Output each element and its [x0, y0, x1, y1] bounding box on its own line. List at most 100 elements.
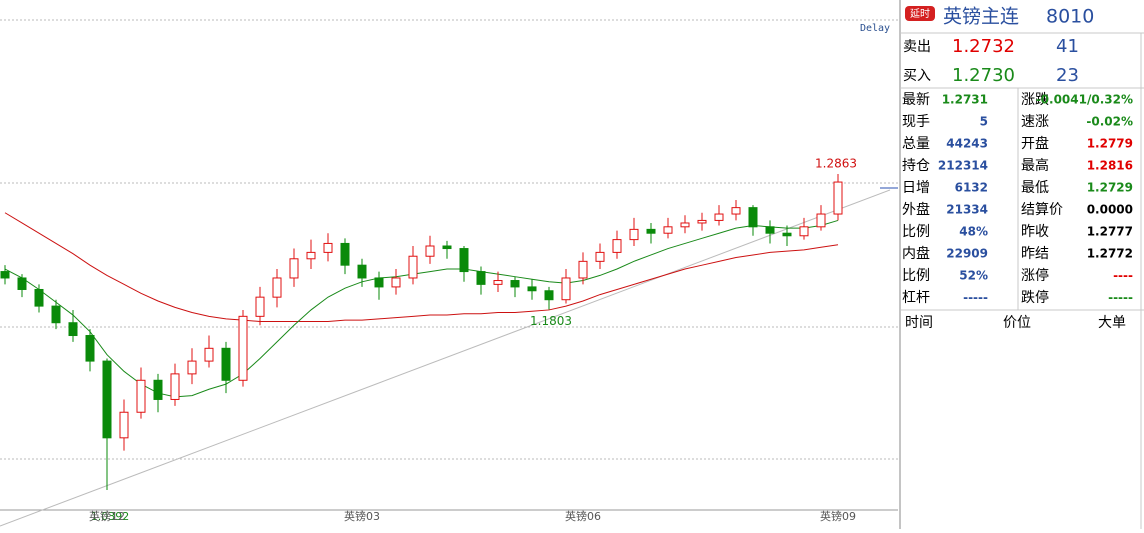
candle-body — [119, 411, 129, 439]
stat-value: 1.2772 — [1087, 247, 1133, 261]
stat-value: 212314 — [938, 159, 988, 173]
stat-value: 1.2777 — [1087, 225, 1133, 239]
candle-body — [323, 242, 333, 253]
buy-volume: 23 — [1056, 65, 1079, 86]
candle-body — [731, 207, 741, 215]
candle-body — [340, 242, 350, 266]
candle-body — [629, 228, 639, 241]
candle-body — [204, 347, 214, 362]
stat-label: 最新 — [902, 92, 930, 108]
stat-label: 比例 — [902, 268, 930, 284]
candle-body — [561, 277, 571, 301]
candle-body — [17, 277, 27, 290]
candle-body — [170, 373, 180, 400]
high-label: 1.2863 — [815, 157, 857, 171]
candle-body — [527, 286, 537, 292]
candle-body — [425, 245, 435, 257]
candle-body — [187, 360, 197, 375]
stat-value: 5 — [980, 115, 988, 129]
column-header: 大单 — [1098, 315, 1126, 331]
stat-value: -0.0041/0.32% — [1036, 93, 1133, 107]
candle-body — [238, 315, 248, 381]
stat-label: 速涨 — [1021, 114, 1049, 130]
badge-text: 延时 — [910, 8, 930, 20]
candle-body — [799, 226, 809, 237]
candle-body — [408, 255, 418, 279]
stat-label: 涨停 — [1021, 267, 1049, 284]
candle-body — [51, 305, 61, 324]
candle-body — [782, 232, 792, 237]
stat-value: 1.2816 — [1087, 159, 1133, 173]
stat-value: 1.2729 — [1087, 181, 1133, 195]
candle-body — [0, 271, 10, 279]
candle-body — [272, 277, 282, 298]
x-tick-label: 英镑06 — [565, 509, 601, 523]
stat-label: 外盘 — [902, 201, 930, 218]
stat-label: 比例 — [902, 224, 930, 240]
candle-body — [663, 226, 673, 234]
stat-value: 6132 — [955, 181, 988, 195]
stat-value: 52% — [959, 269, 988, 283]
x-tick-label: 英镑12 — [89, 509, 125, 523]
candle-body — [34, 288, 44, 307]
stat-label: 总量 — [902, 136, 930, 152]
candle-body — [476, 271, 486, 285]
stat-label: 最高 — [1021, 157, 1049, 174]
candle-body — [816, 213, 826, 228]
ma-line — [4, 212, 839, 322]
candle-body — [374, 277, 384, 288]
candle-body — [221, 347, 231, 381]
stat-value: 22909 — [946, 247, 988, 261]
column-header: 时间 — [905, 315, 933, 331]
stat-label: 昨收 — [1021, 224, 1049, 240]
badge — [905, 6, 935, 21]
stat-value: 48% — [959, 225, 988, 239]
candle-body — [357, 264, 367, 279]
stat-label: 最低 — [1021, 180, 1049, 196]
low-label: 1.1803 — [530, 314, 572, 328]
candle-body — [136, 379, 146, 413]
stat-label: 跌停 — [1021, 289, 1049, 306]
trend-line — [0, 189, 891, 527]
stat-label: 昨结 — [1021, 246, 1049, 262]
candle-body — [765, 226, 775, 234]
x-tick-label: 英镑03 — [344, 509, 380, 523]
stat-value: 0.0000 — [1087, 203, 1133, 217]
stat-value: ---- — [1113, 269, 1133, 283]
stat-value: -0.02% — [1086, 115, 1133, 129]
sell-volume: 41 — [1056, 36, 1079, 57]
stat-label: 日增 — [902, 180, 930, 196]
candle-body — [306, 251, 316, 260]
stat-label: 内盘 — [902, 245, 930, 262]
stat-label: 现手 — [902, 114, 930, 130]
candle-body — [748, 207, 758, 228]
candle-body — [493, 280, 503, 285]
candle-body — [85, 335, 95, 362]
stat-label: 开盘 — [1021, 135, 1049, 152]
column-header: 价位 — [1003, 315, 1031, 331]
stat-label: 涨跌 — [1021, 92, 1049, 108]
x-tick-label: 英镑09 — [820, 509, 856, 523]
candle-body — [714, 213, 724, 221]
candle-body — [153, 379, 163, 400]
candle-body — [459, 248, 469, 273]
candle-body — [578, 260, 588, 279]
buy-price: 1.2730 — [952, 65, 1015, 86]
title: 英镑主连 — [943, 6, 1019, 28]
stat-value: 1.2779 — [1087, 137, 1133, 151]
quote-panel: 延时 英镑主连 8010 卖出 1.2732 41 买入 1.2730 23 时… — [900, 6, 1144, 529]
candle-body — [510, 280, 520, 288]
low-label: 1.0392 — [91, 510, 130, 523]
candle-body — [102, 360, 112, 439]
sell-price: 1.2732 — [952, 36, 1015, 57]
candle-body — [289, 258, 299, 279]
sell-label: 卖出 — [903, 39, 931, 55]
candle-body — [595, 251, 605, 262]
candle-body — [442, 245, 452, 250]
stat-value: 1.2731 — [942, 93, 988, 107]
candle-body — [544, 290, 554, 301]
candle-body — [680, 222, 690, 228]
